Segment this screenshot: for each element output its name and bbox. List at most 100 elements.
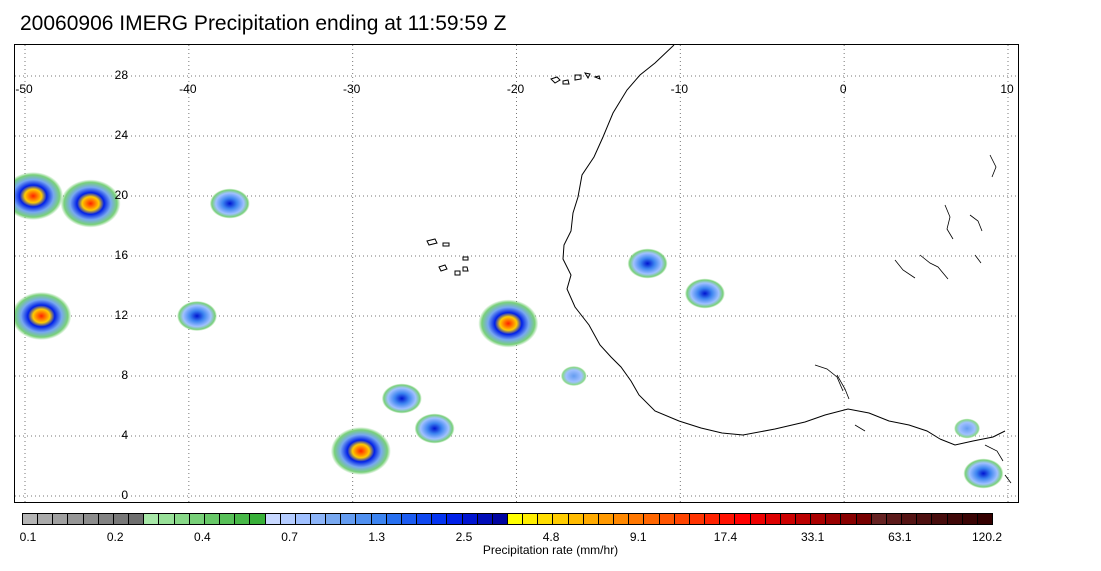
colorbar-swatch xyxy=(795,514,812,524)
colorbar-swatch xyxy=(113,514,130,524)
colorbar-swatch xyxy=(871,514,887,524)
colorbar-swatch xyxy=(598,514,615,524)
colorbar-swatch xyxy=(508,514,524,524)
colorbar-swatch xyxy=(386,514,402,524)
rain-cell xyxy=(177,301,218,331)
longitude-tick-label: -10 xyxy=(670,82,688,96)
colorbar-swatch xyxy=(765,514,781,524)
colorbar-tick-label: 4.8 xyxy=(542,530,560,544)
colorbar-swatch xyxy=(144,514,160,524)
colorbar-swatch xyxy=(720,514,736,524)
colorbar-tick-label: 0.7 xyxy=(281,530,298,544)
colorbar-tick-label: 0.4 xyxy=(194,530,211,544)
colorbar-swatch xyxy=(326,514,342,524)
colorbar-swatch xyxy=(98,514,114,524)
latitude-tick-label: 24 xyxy=(114,128,128,142)
gulf-coast-east xyxy=(939,430,1006,446)
colorbar-swatch xyxy=(659,514,675,524)
colorbar-swatch xyxy=(220,514,236,524)
colorbar-tick-label: 17.4 xyxy=(713,530,738,544)
rain-cell xyxy=(330,427,391,475)
rain-cell xyxy=(560,366,587,386)
colorbar xyxy=(22,513,993,525)
latitude-tick-label: 4 xyxy=(121,428,128,442)
colorbar-label: Precipitation rate (mm/hr) xyxy=(482,543,619,557)
colorbar-tick-label: 120.2 xyxy=(971,530,1003,544)
colorbar-tick-label: 2.5 xyxy=(455,530,473,544)
inland-rivers xyxy=(814,154,1012,484)
rain-cell xyxy=(381,383,422,414)
page-title: 20060906 IMERG Precipitation ending at 1… xyxy=(20,12,507,35)
colorbar-swatch xyxy=(644,514,660,524)
colorbar-swatch xyxy=(356,514,372,524)
colorbar-swatch xyxy=(538,514,554,524)
longitude-tick-label: -50 xyxy=(15,82,33,96)
colorbar-swatch xyxy=(977,514,992,524)
colorbar-swatch xyxy=(826,514,842,524)
longitude-tick-label: -20 xyxy=(506,82,525,96)
map-canvas xyxy=(15,45,1018,502)
colorbar-swatch xyxy=(250,514,266,524)
colorbar-swatch xyxy=(174,514,190,524)
colorbar-swatch xyxy=(735,514,751,524)
colorbar-swatch xyxy=(477,514,493,524)
latitude-tick-label: 16 xyxy=(114,248,128,262)
rain-cell xyxy=(15,292,72,340)
colorbar-swatch xyxy=(235,514,251,524)
graticule xyxy=(15,45,1018,502)
rain-cell xyxy=(478,299,539,348)
colorbar-swatch xyxy=(295,514,311,524)
rain-cell xyxy=(684,278,725,309)
colorbar-swatch xyxy=(947,514,963,524)
colorbar-swatch xyxy=(492,514,508,524)
colorbar-swatch xyxy=(68,514,84,524)
latitude-tick-label: 20 xyxy=(114,188,128,202)
colorbar-swatch xyxy=(371,514,387,524)
colorbar-swatch xyxy=(432,514,448,524)
colorbar-swatch xyxy=(204,514,221,524)
colorbar-tick-label: 33.1 xyxy=(800,530,825,544)
colorbar-tick-label: 1.3 xyxy=(368,530,386,544)
latitude-tick-label: 28 xyxy=(114,68,128,82)
colorbar-tick-label: 63.1 xyxy=(888,530,912,544)
colorbar-swatch xyxy=(401,514,418,524)
colorbar-swatch xyxy=(462,514,478,524)
colorbar-swatch xyxy=(265,514,281,524)
colorbar-swatch xyxy=(917,514,933,524)
colorbar-swatch xyxy=(310,514,327,524)
colorbar-swatch xyxy=(417,514,433,524)
precipitation-map[interactable] xyxy=(14,44,1019,503)
colorbar-swatch xyxy=(189,514,205,524)
colorbar-tick-label: 9.1 xyxy=(629,530,647,544)
colorbar-swatch xyxy=(523,514,539,524)
colorbar-swatch xyxy=(750,514,766,524)
precipitation-layer xyxy=(15,172,1004,489)
colorbar-swatch xyxy=(962,514,978,524)
colorbar-swatch xyxy=(674,514,690,524)
rain-cell xyxy=(963,458,1004,489)
colorbar-swatch xyxy=(705,514,721,524)
latitude-tick-label: 0 xyxy=(121,488,128,502)
coastline xyxy=(426,45,1012,484)
latitude-tick-label: 12 xyxy=(114,308,128,322)
colorbar-swatch xyxy=(341,514,357,524)
colorbar-swatch xyxy=(614,514,630,524)
colorbar-swatch xyxy=(23,514,39,524)
colorbar-swatch xyxy=(811,514,827,524)
africa-west-coast xyxy=(562,45,941,440)
longitude-tick-label: 0 xyxy=(839,82,847,96)
rain-cell xyxy=(627,248,668,279)
colorbar-swatch xyxy=(568,514,584,524)
colorbar-swatch xyxy=(53,514,69,524)
rain-cell xyxy=(60,179,121,228)
colorbar-swatch xyxy=(856,514,872,524)
colorbar-swatch xyxy=(38,514,54,524)
colorbar-swatch xyxy=(583,514,599,524)
colorbar-swatch xyxy=(886,514,903,524)
latitude-tick-label: 8 xyxy=(121,368,128,382)
colorbar-swatch xyxy=(553,514,569,524)
colorbar-swatch xyxy=(159,514,175,524)
rain-cell xyxy=(15,172,64,220)
longitude-tick-label: -30 xyxy=(342,82,361,96)
colorbar-swatch xyxy=(689,514,706,524)
